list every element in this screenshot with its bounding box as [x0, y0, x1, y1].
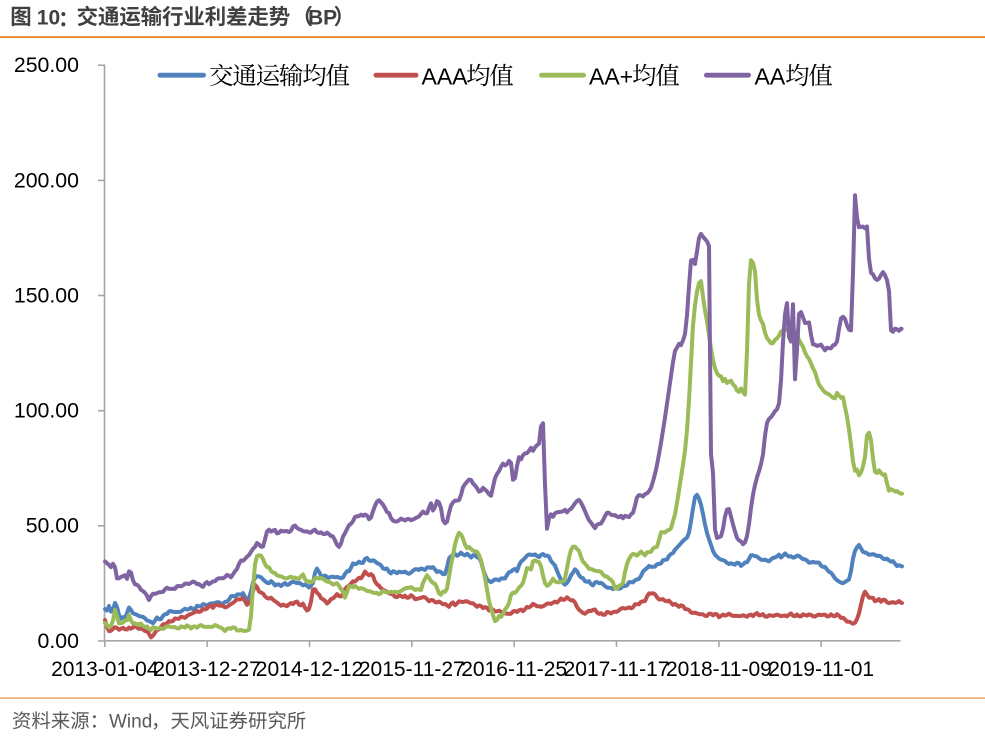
svg-text:AA: AA: [755, 63, 786, 89]
svg-text:2016-11-25: 2016-11-25: [461, 658, 567, 681]
svg-text:2013-12-27: 2013-12-27: [153, 658, 260, 681]
svg-text:2018-11-09: 2018-11-09: [666, 658, 772, 681]
svg-text:2015-11-27: 2015-11-27: [359, 658, 465, 681]
svg-text:Wind: Wind: [109, 711, 152, 732]
svg-text:2014-12-12: 2014-12-12: [256, 658, 363, 681]
svg-text:2019-11-01: 2019-11-01: [768, 658, 874, 681]
svg-text:100.00: 100.00: [14, 399, 79, 423]
svg-text:2013-01-04: 2013-01-04: [51, 658, 159, 681]
svg-text:BP: BP: [308, 7, 337, 30]
svg-text:AA+: AA+: [589, 63, 633, 89]
svg-text:2017-11-17: 2017-11-17: [564, 658, 670, 681]
svg-text:250.00: 250.00: [14, 53, 79, 77]
svg-text:50.00: 50.00: [26, 514, 79, 538]
svg-text:150.00: 150.00: [14, 283, 79, 307]
svg-text:10: 10: [37, 7, 60, 30]
svg-text:200.00: 200.00: [14, 168, 79, 192]
svg-text:AAA: AAA: [422, 63, 469, 89]
svg-text:0.00: 0.00: [38, 629, 80, 653]
